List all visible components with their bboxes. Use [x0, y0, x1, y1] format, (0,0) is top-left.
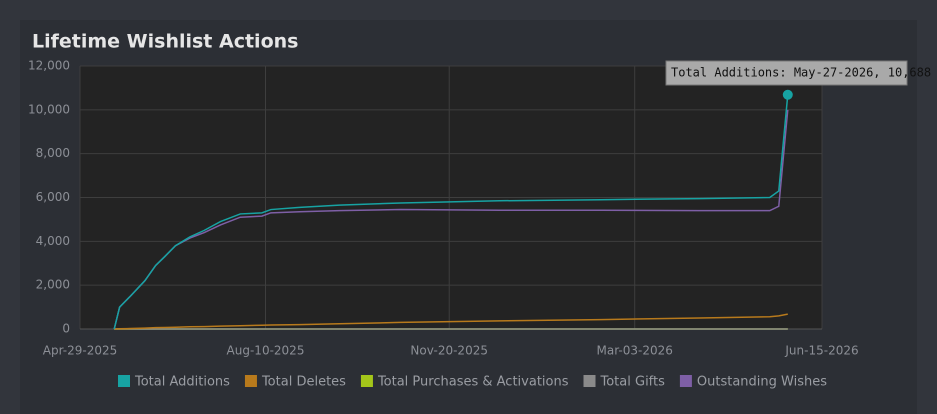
tooltip-box — [665, 60, 908, 86]
tooltip: Total Additions: May-27-2026, 10,688 — [671, 66, 931, 80]
chart-title: Lifetime Wishlist Actions — [32, 31, 298, 53]
x-tick-label: Nov-20-2025 — [410, 344, 488, 358]
x-tick-label: Apr-29-2025 — [43, 344, 117, 358]
highlight-point — [782, 89, 793, 100]
legend-swatch — [244, 375, 257, 387]
y-tick-label: 4,000 — [36, 234, 70, 248]
y-tick-label: 6,000 — [36, 190, 70, 204]
legend-label: Total Deletes — [261, 375, 346, 390]
legend-label: Total Purchases & Activations — [377, 375, 569, 390]
legend-swatch — [360, 375, 373, 387]
line — [114, 313, 788, 330]
y-tick-label: 12,000 — [28, 59, 70, 73]
y-tick-label: 2,000 — [36, 278, 70, 292]
legend-label: Total Additions — [134, 375, 230, 390]
legend-label: Total Gifts — [600, 375, 666, 390]
y-tick-label: 10,000 — [28, 102, 70, 116]
x-tick-label: Jun-15-2026 — [784, 344, 858, 358]
legend-swatch — [118, 375, 130, 387]
line — [113, 94, 789, 330]
y-tick-label: 0 — [62, 322, 70, 336]
legend-swatch — [583, 375, 596, 387]
y-tick-label: 8,000 — [36, 146, 70, 160]
x-tick-label: Mar-03-2026 — [597, 344, 673, 358]
legend-label: Outstanding Wishes — [697, 375, 827, 390]
legend-swatch — [679, 375, 692, 387]
x-tick-label: Aug-10-2025 — [227, 344, 305, 358]
